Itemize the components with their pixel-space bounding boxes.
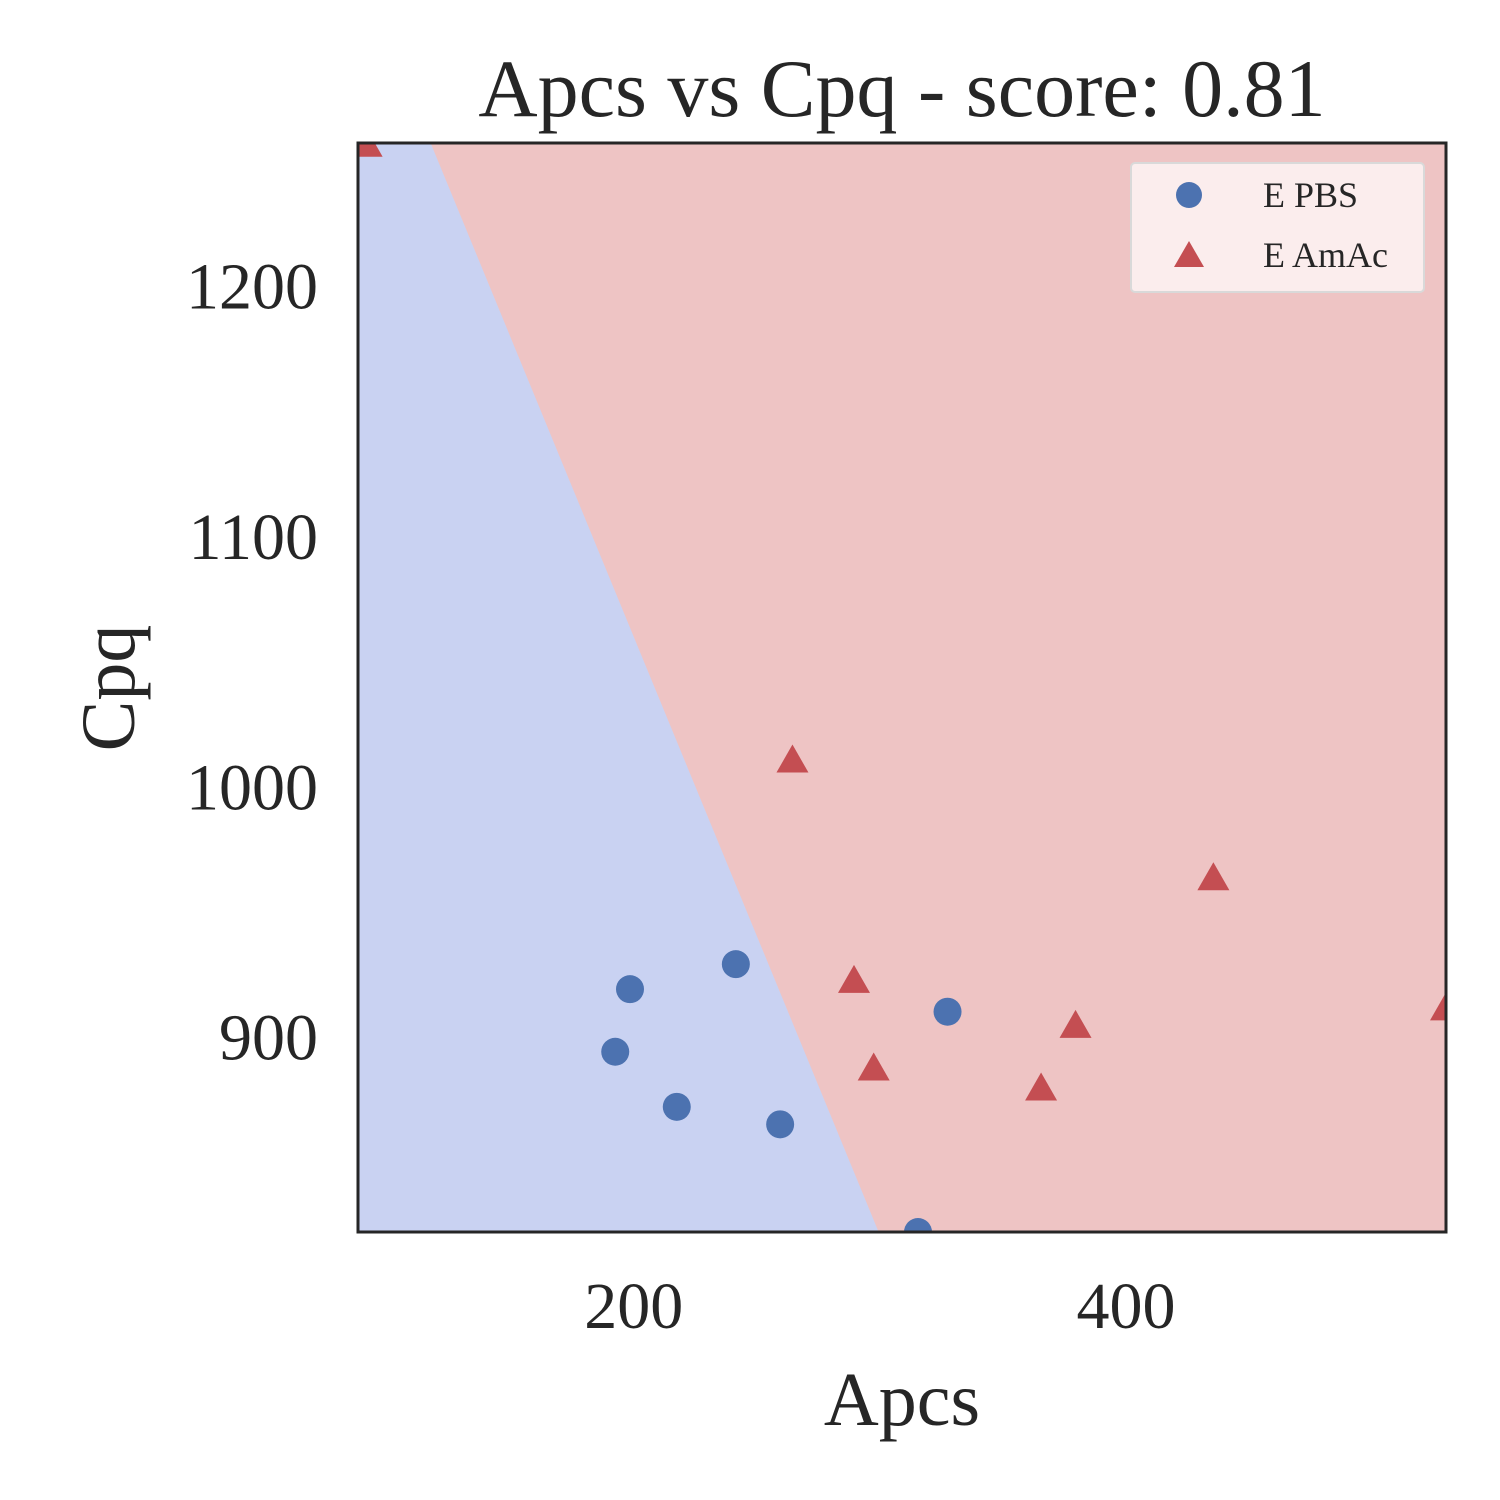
legend: E PBS E AmAc: [1130, 162, 1425, 293]
point-e-pbs-3: [721, 950, 750, 979]
x-tick-label-200: 200: [584, 1270, 683, 1343]
y-tick-label-1000: 1000: [186, 751, 318, 824]
plot-frame: [356, 141, 1448, 1234]
point-e-pbs-5: [904, 1218, 932, 1232]
point-e-amac-2: [838, 964, 870, 993]
point-e-amac-7: [1430, 992, 1446, 1021]
y-tick-label-900: 900: [219, 1002, 318, 1075]
x-tick-label-400: 400: [1077, 1270, 1176, 1343]
chart-title: Apcs vs Cpq - score: 0.81: [478, 43, 1325, 134]
point-e-pbs-0: [601, 1037, 630, 1066]
x-tick-labels: 200 400: [584, 1270, 1175, 1343]
legend-marker-e-amac: [1174, 241, 1204, 267]
y-axis-label: Cpq: [67, 625, 151, 752]
legend-label-e-amac: E AmAc: [1263, 235, 1388, 275]
y-tick-label-1100: 1100: [188, 501, 318, 574]
y-tick-labels: 900 1000 1100 1200: [186, 251, 318, 1075]
point-e-amac-1: [776, 744, 809, 773]
point-e-pbs-6: [933, 997, 962, 1026]
point-e-amac-3: [857, 1052, 890, 1081]
point-e-amac-0: [358, 143, 383, 157]
y-tick-label-1200: 1200: [186, 251, 318, 324]
point-e-pbs-1: [616, 975, 644, 1004]
point-e-amac-6: [1197, 862, 1230, 891]
point-e-pbs-2: [662, 1092, 691, 1121]
x-axis-label: Apcs: [824, 1358, 980, 1442]
legend-marker-e-pbs: [1176, 182, 1202, 208]
legend-label-e-pbs: E PBS: [1263, 175, 1358, 215]
point-e-amac-5: [1059, 1009, 1092, 1038]
series-e-pbs: [601, 950, 962, 1232]
legend-box: [1130, 162, 1425, 293]
point-e-pbs-4: [766, 1110, 795, 1139]
series-e-amac: [358, 143, 1446, 1101]
point-e-amac-4: [1025, 1072, 1058, 1101]
